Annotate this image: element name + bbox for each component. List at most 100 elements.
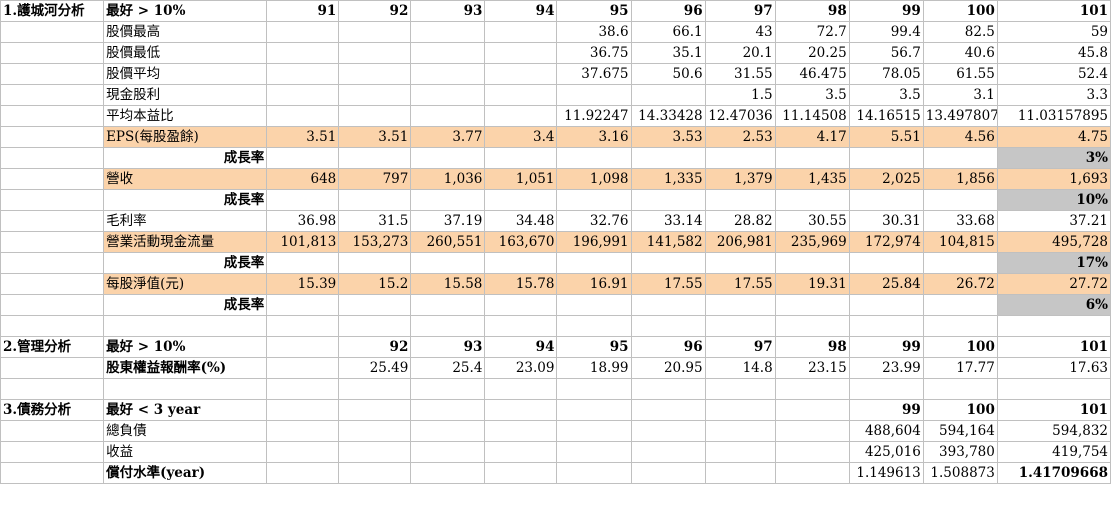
cell-r4-c4[interactable] xyxy=(338,63,412,85)
cell-r13-c2[interactable]: 成長率 xyxy=(103,252,268,274)
cell-r16-c1[interactable] xyxy=(0,315,105,337)
cell-r18-c3[interactable] xyxy=(266,357,340,379)
cell-r4-c7[interactable]: 37.675 xyxy=(556,63,632,85)
cell-r19-c13[interactable] xyxy=(996,378,1111,400)
cell-r1-c11[interactable]: 99 xyxy=(848,0,924,22)
cell-r12-c6[interactable]: 163,670 xyxy=(484,231,558,253)
cell-r7-c3[interactable]: 3.51 xyxy=(266,126,340,148)
cell-r16-c10[interactable] xyxy=(774,315,850,337)
cell-r9-c8[interactable]: 1,335 xyxy=(630,168,706,190)
cell-r7-c1[interactable] xyxy=(0,126,105,148)
cell-r6-c5[interactable] xyxy=(410,105,486,127)
cell-r12-c12[interactable]: 104,815 xyxy=(922,231,998,253)
cell-r13-c5[interactable] xyxy=(410,252,486,274)
cell-r21-c10[interactable] xyxy=(774,420,850,442)
cell-r17-c2[interactable]: 最好 > 10% xyxy=(103,336,268,358)
cell-r23-c6[interactable] xyxy=(484,462,558,484)
cell-r9-c6[interactable]: 1,051 xyxy=(484,168,558,190)
cell-r2-c8[interactable]: 66.1 xyxy=(630,21,706,43)
cell-r21-c11[interactable]: 488,604 xyxy=(848,420,924,442)
cell-r16-c13[interactable] xyxy=(996,315,1111,337)
cell-r13-c1[interactable] xyxy=(0,252,105,274)
cell-r8-c10[interactable] xyxy=(774,147,850,169)
cell-r8-c4[interactable] xyxy=(338,147,412,169)
cell-r1-c12[interactable]: 100 xyxy=(922,0,998,22)
cell-r4-c8[interactable]: 50.6 xyxy=(630,63,706,85)
cell-r8-c11[interactable] xyxy=(848,147,924,169)
cell-r12-c13[interactable]: 495,728 xyxy=(996,231,1111,253)
cell-r15-c4[interactable] xyxy=(338,294,412,316)
cell-r1-c13[interactable]: 101 xyxy=(996,0,1111,22)
cell-r17-c8[interactable]: 96 xyxy=(630,336,706,358)
cell-r13-c4[interactable] xyxy=(338,252,412,274)
cell-r22-c12[interactable]: 393,780 xyxy=(922,441,998,463)
cell-r17-c4[interactable]: 92 xyxy=(338,336,412,358)
cell-r3-c3[interactable] xyxy=(266,42,340,64)
cell-r12-c11[interactable]: 172,974 xyxy=(848,231,924,253)
cell-r1-c5[interactable]: 93 xyxy=(410,0,486,22)
cell-r15-c2[interactable]: 成長率 xyxy=(103,294,268,316)
cell-r23-c12[interactable]: 1.508873 xyxy=(922,462,998,484)
cell-r8-c13[interactable]: 3% xyxy=(996,147,1111,169)
cell-r3-c9[interactable]: 20.1 xyxy=(704,42,776,64)
cell-r3-c1[interactable] xyxy=(0,42,105,64)
cell-r4-c13[interactable]: 52.4 xyxy=(996,63,1111,85)
cell-r7-c2[interactable]: EPS(每股盈餘) xyxy=(103,126,268,148)
cell-r11-c2[interactable]: 毛利率 xyxy=(103,210,268,232)
cell-r1-c10[interactable]: 98 xyxy=(774,0,850,22)
cell-r21-c12[interactable]: 594,164 xyxy=(922,420,998,442)
cell-r11-c11[interactable]: 30.31 xyxy=(848,210,924,232)
cell-r15-c6[interactable] xyxy=(484,294,558,316)
cell-r23-c9[interactable] xyxy=(704,462,776,484)
cell-r14-c5[interactable]: 15.58 xyxy=(410,273,486,295)
cell-r16-c7[interactable] xyxy=(556,315,632,337)
cell-r2-c10[interactable]: 72.7 xyxy=(774,21,850,43)
cell-r9-c5[interactable]: 1,036 xyxy=(410,168,486,190)
cell-r22-c3[interactable] xyxy=(266,441,340,463)
cell-r16-c5[interactable] xyxy=(410,315,486,337)
cell-r20-c7[interactable] xyxy=(556,399,632,421)
cell-r7-c8[interactable]: 3.53 xyxy=(630,126,706,148)
cell-r20-c6[interactable] xyxy=(484,399,558,421)
cell-r15-c3[interactable] xyxy=(266,294,340,316)
cell-r9-c9[interactable]: 1,379 xyxy=(704,168,776,190)
cell-r19-c5[interactable] xyxy=(410,378,486,400)
cell-r18-c10[interactable]: 23.15 xyxy=(774,357,850,379)
cell-r18-c11[interactable]: 23.99 xyxy=(848,357,924,379)
cell-r2-c7[interactable]: 38.6 xyxy=(556,21,632,43)
cell-r5-c12[interactable]: 3.1 xyxy=(922,84,998,106)
cell-r1-c3[interactable]: 91 xyxy=(266,0,340,22)
cell-r14-c9[interactable]: 17.55 xyxy=(704,273,776,295)
cell-r1-c8[interactable]: 96 xyxy=(630,0,706,22)
cell-r1-c6[interactable]: 94 xyxy=(484,0,558,22)
cell-r21-c13[interactable]: 594,832 xyxy=(996,420,1111,442)
cell-r6-c1[interactable] xyxy=(0,105,105,127)
cell-r23-c2[interactable]: 償付水準(year) xyxy=(103,462,268,484)
cell-r17-c10[interactable]: 98 xyxy=(774,336,850,358)
cell-r22-c8[interactable] xyxy=(630,441,706,463)
cell-r19-c12[interactable] xyxy=(922,378,998,400)
cell-r6-c9[interactable]: 12.47036 xyxy=(704,105,776,127)
cell-r18-c2[interactable]: 股東權益報酬率(%) xyxy=(103,357,268,379)
cell-r22-c2[interactable]: 收益 xyxy=(103,441,268,463)
cell-r21-c1[interactable] xyxy=(0,420,105,442)
cell-r22-c4[interactable] xyxy=(338,441,412,463)
cell-r2-c12[interactable]: 82.5 xyxy=(922,21,998,43)
cell-r11-c4[interactable]: 31.5 xyxy=(338,210,412,232)
cell-r6-c4[interactable] xyxy=(338,105,412,127)
cell-r7-c10[interactable]: 4.17 xyxy=(774,126,850,148)
cell-r2-c3[interactable] xyxy=(266,21,340,43)
cell-r5-c8[interactable] xyxy=(630,84,706,106)
cell-r4-c12[interactable]: 61.55 xyxy=(922,63,998,85)
cell-r15-c8[interactable] xyxy=(630,294,706,316)
cell-r12-c9[interactable]: 206,981 xyxy=(704,231,776,253)
cell-r7-c6[interactable]: 3.4 xyxy=(484,126,558,148)
cell-r10-c11[interactable] xyxy=(848,189,924,211)
cell-r5-c6[interactable] xyxy=(484,84,558,106)
cell-r8-c5[interactable] xyxy=(410,147,486,169)
cell-r3-c12[interactable]: 40.6 xyxy=(922,42,998,64)
cell-r17-c13[interactable]: 101 xyxy=(996,336,1111,358)
cell-r3-c7[interactable]: 36.75 xyxy=(556,42,632,64)
cell-r11-c13[interactable]: 37.21 xyxy=(996,210,1111,232)
cell-r21-c4[interactable] xyxy=(338,420,412,442)
